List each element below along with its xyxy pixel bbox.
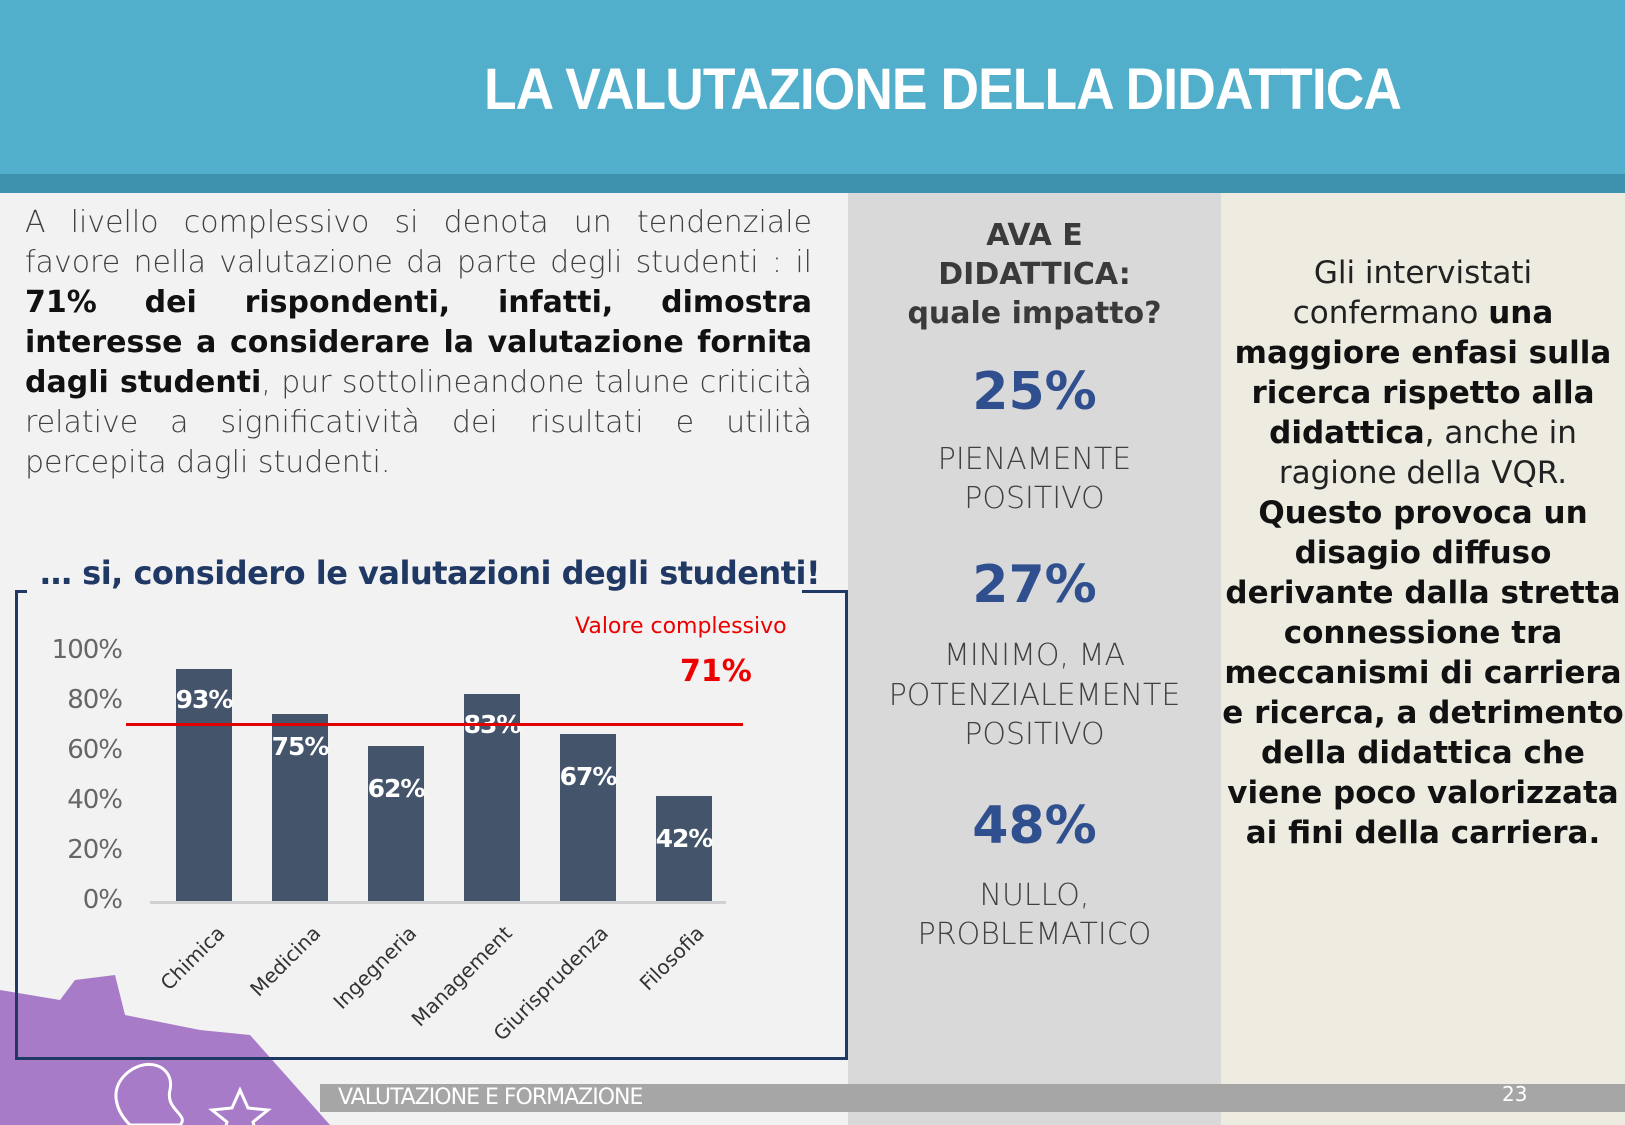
right-bold: Questo provoca un disagio diffuso deriva… [1222,495,1624,851]
y-tick-label: 80% [67,685,123,715]
y-tick-label: 40% [67,785,123,815]
page-number: 23 [1502,1082,1528,1106]
right-panel [1221,193,1625,1125]
chart-subtitle: … si, considero le valutazioni degli stu… [40,554,821,592]
right-text: , anche in ragione della VQR. [1278,415,1577,491]
stat-label: POSITIVO [964,481,1105,516]
stat-label: POTENZIALEMENTE [888,678,1181,713]
bar-chimica [176,668,232,901]
chart-frame-top-right [802,590,848,593]
stat-label: PROBLEMATICO [917,917,1152,952]
x-tick-label: Chimica [155,921,229,995]
reference-line-label: Valore complessivo [575,614,787,639]
bar-chart: Valore complessivo 71% 0% 20% 40% 60% 80% 100… [0,590,848,1070]
reference-line [126,722,743,726]
page-title: LA VALUTAZIONE DELLA DIDATTICA [484,57,1402,122]
header-strip [0,174,1625,193]
middle-heading-1: AVA E [986,218,1083,253]
stat-label: PIENAMENTE [937,442,1132,477]
stat-value: 27% [972,555,1097,615]
reference-line-value: 71% [680,654,752,689]
bar-medicina [272,713,328,901]
x-tick-label: Medicina [244,921,325,1002]
bar-filosofia [656,796,712,901]
middle-heading-2: DIDATTICA: [938,257,1131,292]
right-commentary: Gli intervistati confermano una maggiore… [1221,253,1625,853]
intro-text: A livello complessivo si denota un tende… [25,205,812,280]
bar-management [464,693,520,901]
x-axis-line [150,901,726,904]
stat-label: NULLO, [979,878,1090,913]
intro-paragraph: A livello complessivo si denota un tende… [25,203,812,483]
y-tick-label: 20% [67,835,123,865]
x-tick-label: Ingegneria [328,921,421,1014]
bar-ingegneria [368,746,424,901]
bar-value-label: 75% [271,731,330,761]
stat-value: 48% [972,796,1097,856]
stat-label: POSITIVO [964,717,1105,752]
puzzle-decoration [0,975,330,1125]
footer-bar [320,1084,1625,1112]
intro-bold: 71% dei rispondenti, infatti, dimostra i… [25,285,812,400]
bar-value-label: 42% [655,824,714,853]
right-text: Gli intervistati confermano [1292,255,1533,331]
bar-giurisprudenza [560,733,616,901]
y-tick-label: 0% [82,885,123,915]
stat-label: MINIMO, MA [944,638,1125,673]
intro-text-end: , pur sottolineandone talune criticità r… [25,365,813,480]
stat-value: 25% [972,362,1097,422]
bar-value-label: 93% [175,684,234,714]
middle-panel [848,193,1221,1125]
bar-value-label: 67% [559,761,618,791]
y-tick-label: 60% [67,735,123,765]
header-band [0,0,1625,174]
middle-heading-3: quale impatto? [907,296,1162,331]
chart-frame [15,590,848,1060]
x-tick-label: Filosofia [634,921,709,996]
chart-frame-top-left [15,590,27,593]
y-tick-label: 100% [51,635,123,665]
bar-value-label: 62% [367,774,426,803]
footer-label: VALUTAZIONE E FORMAZIONE [338,1085,643,1110]
right-bold: una maggiore enfasi sulla ricerca rispet… [1234,295,1612,451]
